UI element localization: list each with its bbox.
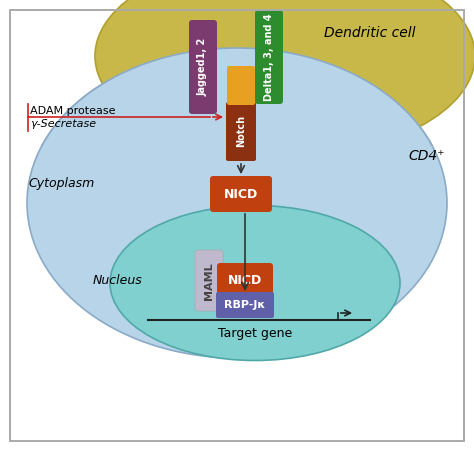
Ellipse shape bbox=[27, 48, 447, 358]
Ellipse shape bbox=[27, 48, 447, 358]
Text: Notch: Notch bbox=[236, 115, 246, 147]
FancyBboxPatch shape bbox=[216, 292, 274, 318]
Text: Delta1, 3, and 4: Delta1, 3, and 4 bbox=[264, 13, 274, 101]
Text: Jagged1, 2: Jagged1, 2 bbox=[198, 38, 208, 96]
Ellipse shape bbox=[110, 206, 400, 360]
Text: RBP-Jκ: RBP-Jκ bbox=[224, 300, 265, 310]
Text: CD4⁺: CD4⁺ bbox=[408, 149, 445, 163]
FancyBboxPatch shape bbox=[210, 176, 272, 212]
Text: NICD: NICD bbox=[228, 275, 262, 287]
Bar bbox=[10, 146, 464, 441]
Ellipse shape bbox=[95, 0, 474, 156]
Text: NICD: NICD bbox=[224, 188, 258, 201]
FancyBboxPatch shape bbox=[217, 263, 273, 299]
Text: Cytoplasm: Cytoplasm bbox=[29, 176, 95, 189]
Text: MAML: MAML bbox=[204, 262, 214, 300]
Text: ADAM protease: ADAM protease bbox=[30, 106, 116, 116]
Ellipse shape bbox=[110, 206, 400, 360]
FancyBboxPatch shape bbox=[226, 102, 256, 161]
Text: Target gene: Target gene bbox=[218, 327, 292, 340]
Text: γ-Secretase: γ-Secretase bbox=[30, 119, 96, 129]
FancyBboxPatch shape bbox=[189, 20, 217, 114]
Text: Nucleus: Nucleus bbox=[93, 275, 143, 287]
FancyBboxPatch shape bbox=[227, 66, 255, 105]
FancyBboxPatch shape bbox=[195, 250, 223, 311]
Text: Dendritic cell: Dendritic cell bbox=[324, 26, 416, 40]
FancyBboxPatch shape bbox=[255, 10, 283, 104]
